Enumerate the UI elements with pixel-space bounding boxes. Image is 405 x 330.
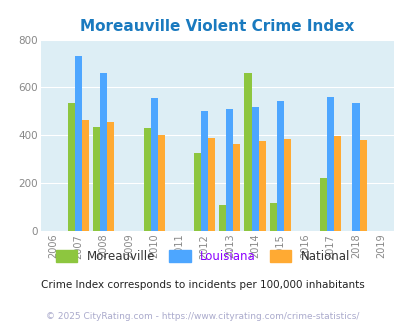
Bar xyxy=(143,128,150,231)
Bar xyxy=(283,139,290,231)
Bar xyxy=(251,107,258,231)
Bar xyxy=(269,204,276,231)
Bar xyxy=(352,103,358,231)
Bar xyxy=(258,141,265,231)
Bar xyxy=(326,97,333,231)
Bar xyxy=(107,122,114,231)
Bar xyxy=(358,140,366,231)
Bar xyxy=(194,153,200,231)
Bar xyxy=(219,205,226,231)
Bar xyxy=(150,98,157,231)
Bar xyxy=(200,112,208,231)
Bar xyxy=(75,56,82,231)
Bar xyxy=(244,73,251,231)
Bar xyxy=(333,136,341,231)
Bar xyxy=(320,178,326,231)
Bar xyxy=(157,135,164,231)
Legend: Moreauville, Louisiana, National: Moreauville, Louisiana, National xyxy=(51,245,354,268)
Bar xyxy=(82,120,89,231)
Bar xyxy=(233,144,240,231)
Bar xyxy=(208,138,215,231)
Text: © 2025 CityRating.com - https://www.cityrating.com/crime-statistics/: © 2025 CityRating.com - https://www.city… xyxy=(46,312,359,321)
Bar xyxy=(226,109,233,231)
Text: Crime Index corresponds to incidents per 100,000 inhabitants: Crime Index corresponds to incidents per… xyxy=(41,280,364,290)
Bar xyxy=(68,104,75,231)
Bar xyxy=(276,101,283,231)
Bar xyxy=(100,73,107,231)
Title: Moreauville Violent Crime Index: Moreauville Violent Crime Index xyxy=(80,19,354,34)
Bar xyxy=(93,127,100,231)
